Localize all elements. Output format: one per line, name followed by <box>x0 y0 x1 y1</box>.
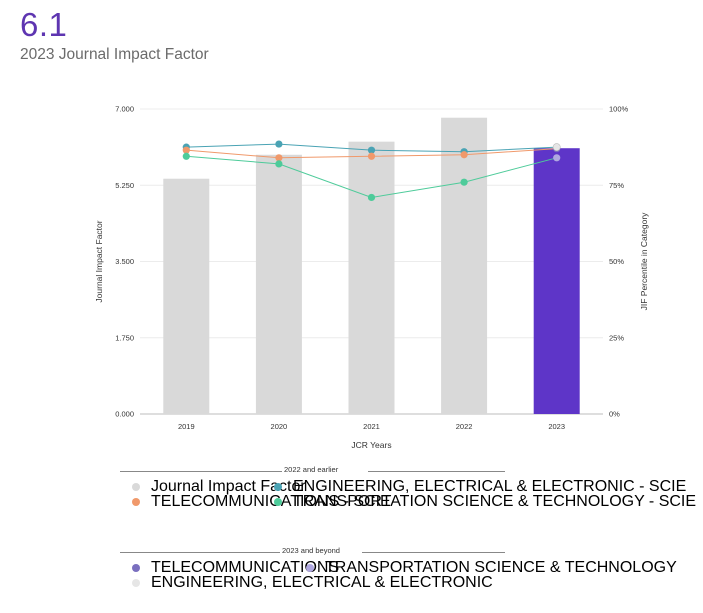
legend-label: ENGINEERING, ELECTRICAL & ELECTRONIC <box>151 574 493 591</box>
legend-group-title: 2022 and earlier <box>284 465 339 474</box>
legend-label: Journal Impact Factor <box>151 478 306 495</box>
legend-swatch <box>132 564 140 572</box>
y2-tick-label: 0% <box>609 410 620 419</box>
legend-swatch <box>274 483 282 491</box>
series-point <box>552 143 561 152</box>
jif-value: 6.1 <box>20 6 68 43</box>
bar <box>348 141 395 414</box>
legend-group-title: 2023 and beyond <box>282 546 340 555</box>
legend-label: TRANSPORTATION SCIENCE & TECHNOLOGY - SC… <box>293 493 697 510</box>
series-point <box>367 193 376 202</box>
y2-axis-title: JIF Percentile in Category <box>639 212 649 311</box>
legend-rule <box>120 552 280 553</box>
legend-item: TELECOMMUNICATIONS - SCIE <box>132 493 391 511</box>
bar <box>533 148 580 414</box>
legend-item: TRANSPORTATION SCIENCE & TECHNOLOGY - SC… <box>274 493 696 511</box>
series-point <box>367 146 376 154</box>
legend-item: TRANSPORTATION SCIENCE & TECHNOLOGY <box>306 559 677 577</box>
series-point <box>275 154 283 162</box>
legend-swatch <box>274 498 282 506</box>
series-point <box>460 178 468 186</box>
legend-swatch <box>306 564 314 572</box>
y2-tick-label: 75% <box>609 181 624 190</box>
series-point <box>182 146 190 154</box>
series-point <box>367 152 376 160</box>
y-axis-title: Journal Impact Factor <box>94 220 104 302</box>
y-tick-label: 5.250 <box>115 181 134 190</box>
x-tick-label: 2019 <box>178 422 195 431</box>
series-point <box>275 140 283 148</box>
x-axis-title: JCR Years <box>351 440 391 450</box>
legend-label: TELECOMMUNICATIONS <box>151 559 340 576</box>
legend-label: TRANSPORTATION SCIENCE & TECHNOLOGY <box>325 559 677 576</box>
x-tick-label: 2023 <box>548 422 565 431</box>
series-point <box>553 154 561 162</box>
legend-item: ENGINEERING, ELECTRICAL & ELECTRONIC <box>132 574 493 592</box>
series-point <box>182 152 190 160</box>
jif-caption: 2023 Journal Impact Factor <box>20 46 209 63</box>
bar <box>441 117 488 414</box>
x-tick-label: 2022 <box>456 422 473 431</box>
x-tick-label: 2020 <box>271 422 288 431</box>
series-point <box>275 160 283 168</box>
series-point <box>460 151 468 159</box>
legend-swatch <box>132 483 140 491</box>
y-tick-label: 7.000 <box>115 105 134 114</box>
legend-label: TELECOMMUNICATIONS - SCIE <box>151 493 391 510</box>
legend-item: ENGINEERING, ELECTRICAL & ELECTRONIC - S… <box>274 478 686 496</box>
y2-tick-label: 100% <box>609 105 629 114</box>
y-tick-label: 1.750 <box>115 333 134 342</box>
legend-rule <box>368 471 505 472</box>
bar <box>163 178 210 414</box>
legend-item: TELECOMMUNICATIONS <box>132 559 339 577</box>
legend-swatch <box>132 579 140 587</box>
y-tick-label: 0.000 <box>115 410 134 419</box>
y2-tick-label: 50% <box>609 257 624 266</box>
legend-swatch <box>132 498 140 506</box>
legend-label: ENGINEERING, ELECTRICAL & ELECTRONIC - S… <box>293 478 687 495</box>
y2-tick-label: 25% <box>609 333 624 342</box>
bar <box>255 154 302 414</box>
legend-rule <box>362 552 505 553</box>
y-tick-label: 3.500 <box>115 257 134 266</box>
x-tick-label: 2021 <box>363 422 380 431</box>
legend-item: Journal Impact Factor <box>132 478 306 496</box>
legend-rule <box>120 471 282 472</box>
